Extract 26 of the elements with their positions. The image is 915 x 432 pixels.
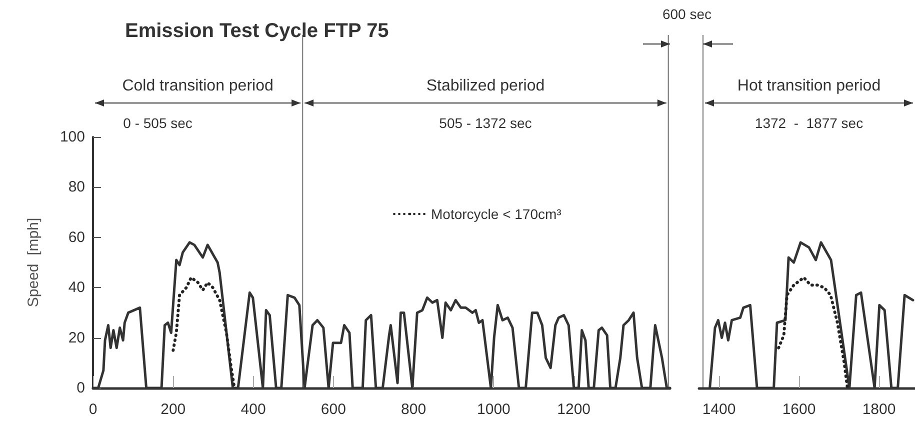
x-tick-label: 400	[240, 401, 266, 418]
y-tick-label: 80	[68, 178, 85, 196]
x-tick-label: 1800	[862, 401, 896, 418]
text: Hot transition period	[737, 78, 881, 94]
x-tick-label: 0	[88, 401, 98, 418]
y-tick-label: 60	[68, 228, 85, 246]
x-tick-label: 800	[401, 401, 426, 418]
text: 0 - 505 sec	[123, 115, 192, 131]
text: Stabilized period	[426, 78, 545, 94]
legend-label: Motorcycle < 170cm³	[431, 206, 562, 222]
x-tick-label: 200	[160, 401, 186, 418]
x-tick-label: 600	[320, 401, 346, 418]
y-tick-label: 100	[60, 128, 85, 146]
text: 600 sec	[662, 6, 712, 22]
chart-title: Emission Test Cycle FTP 75	[125, 20, 389, 42]
x-tick-label: 1600	[782, 401, 816, 418]
text: 505 - 1372 sec	[439, 115, 532, 131]
y-tick-label: 0	[76, 380, 85, 396]
x-tick-label: 1400	[702, 401, 736, 418]
text: 1372 - 1877 sec	[754, 115, 864, 131]
text: Cold transition period	[122, 78, 274, 94]
y-axis-title: Speed [mph]	[25, 218, 42, 308]
x-tick-label: 1200	[557, 401, 591, 418]
y-tick-label: 40	[68, 279, 85, 296]
x-tick-label: 1000	[477, 401, 510, 418]
y-tick-label: 20	[68, 329, 85, 346]
